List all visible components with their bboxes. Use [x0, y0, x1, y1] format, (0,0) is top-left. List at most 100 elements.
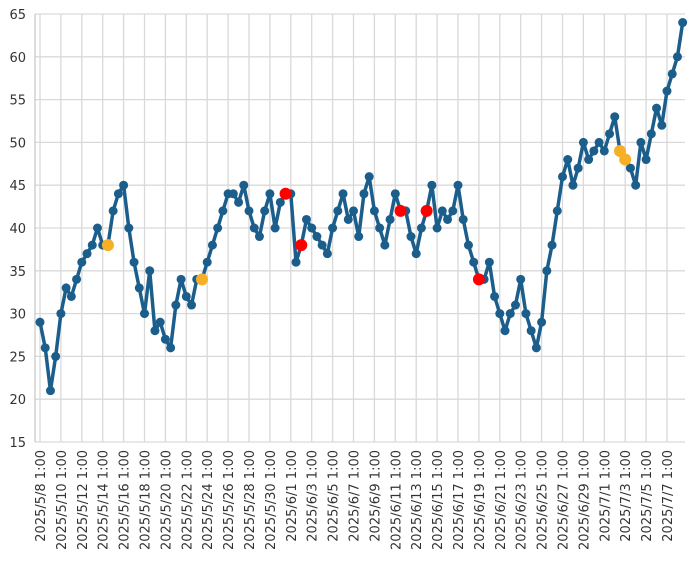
x-tick-label: 2025/5/30 1:00 — [264, 450, 279, 550]
x-tick-label: 2025/6/23 1:00 — [515, 450, 530, 550]
data-point — [636, 137, 646, 147]
highlight-point — [472, 273, 485, 286]
x-tick-label: 2025/7/7 1:00 — [661, 450, 676, 542]
data-point — [56, 309, 66, 319]
data-point — [641, 155, 651, 165]
highlight-point — [394, 204, 407, 217]
data-point — [87, 240, 97, 250]
y-tick-label: 45 — [9, 179, 26, 194]
data-point — [155, 317, 165, 327]
data-point — [181, 291, 191, 301]
data-point — [484, 257, 494, 267]
data-point — [558, 172, 567, 182]
data-point — [578, 137, 588, 147]
data-point — [213, 223, 223, 233]
data-point — [176, 274, 186, 284]
y-tick-label: 65 — [9, 8, 26, 23]
highlight-point — [420, 204, 433, 217]
highlight-point — [279, 187, 292, 200]
data-point — [516, 274, 526, 284]
y-tick-label: 20 — [9, 393, 26, 408]
data-point — [239, 180, 249, 190]
data-point — [500, 326, 510, 336]
x-tick-label: 2025/5/8 1:00 — [34, 450, 49, 542]
x-tick-label: 2025/7/1 1:00 — [598, 450, 613, 542]
data-point — [375, 223, 385, 233]
x-tick-label: 2025/5/16 1:00 — [118, 450, 133, 550]
data-point — [605, 129, 615, 139]
data-point — [594, 137, 604, 147]
data-point — [249, 223, 259, 233]
x-tick-label: 2025/5/10 1:00 — [55, 450, 70, 550]
data-point — [108, 206, 118, 216]
data-point — [275, 197, 285, 207]
data-point — [463, 240, 473, 250]
y-tick-label: 35 — [9, 265, 26, 280]
x-tick-label: 2025/5/12 1:00 — [76, 450, 91, 550]
data-point — [333, 206, 343, 216]
data-point — [411, 249, 421, 259]
data-point — [254, 232, 264, 242]
data-point — [202, 257, 212, 267]
data-point — [505, 309, 515, 319]
data-point — [166, 343, 176, 353]
data-point — [537, 317, 547, 327]
y-tick-label: 25 — [9, 350, 26, 365]
data-point — [260, 206, 270, 216]
data-point — [453, 180, 463, 190]
data-point — [77, 257, 87, 267]
data-point — [265, 189, 275, 199]
data-point — [150, 326, 160, 336]
y-tick-label: 15 — [9, 436, 26, 451]
data-point — [432, 223, 442, 233]
data-point — [416, 223, 426, 233]
y-tick-label: 55 — [9, 94, 26, 109]
data-point — [45, 386, 55, 396]
data-point — [563, 155, 573, 165]
data-point — [646, 129, 656, 139]
x-tick-label: 2025/6/21 1:00 — [494, 450, 509, 550]
data-point — [35, 317, 45, 327]
data-point — [599, 146, 609, 156]
data-point — [51, 351, 61, 361]
x-tick-label: 2025/5/22 1:00 — [180, 450, 195, 550]
data-point — [328, 223, 338, 233]
data-point — [228, 189, 238, 199]
data-point — [307, 223, 317, 233]
data-point — [338, 189, 348, 199]
highlight-point — [101, 239, 114, 252]
data-point — [589, 146, 599, 156]
data-point — [359, 189, 369, 199]
x-tick-label: 2025/6/3 1:00 — [306, 450, 321, 542]
x-tick-label: 2025/7/3 1:00 — [619, 450, 634, 542]
data-point — [322, 249, 332, 259]
data-point — [349, 206, 358, 216]
data-point — [92, 223, 102, 233]
data-point — [72, 274, 82, 284]
data-point — [406, 232, 416, 242]
y-tick-label: 50 — [9, 136, 26, 151]
data-point — [573, 163, 583, 173]
x-tick-label: 2025/6/13 1:00 — [410, 450, 425, 550]
x-tick-label: 2025/6/11 1:00 — [389, 450, 404, 550]
data-point — [526, 326, 536, 336]
data-point — [552, 206, 562, 216]
data-point — [354, 232, 364, 242]
x-tick-label: 2025/7/5 1:00 — [640, 450, 655, 542]
x-tick-label: 2025/5/20 1:00 — [159, 450, 174, 550]
data-point — [667, 69, 677, 79]
data-point — [584, 155, 594, 165]
data-point — [531, 343, 541, 353]
data-point — [301, 214, 311, 224]
data-point — [610, 112, 620, 122]
x-tick-label: 2025/5/24 1:00 — [201, 450, 216, 550]
data-point — [437, 206, 447, 216]
x-tick-label: 2025/5/18 1:00 — [139, 450, 154, 550]
data-point — [61, 283, 71, 293]
data-point — [171, 300, 181, 310]
highlight-point — [295, 239, 308, 252]
data-point — [369, 206, 379, 216]
data-point — [542, 266, 552, 276]
data-point — [510, 300, 520, 310]
